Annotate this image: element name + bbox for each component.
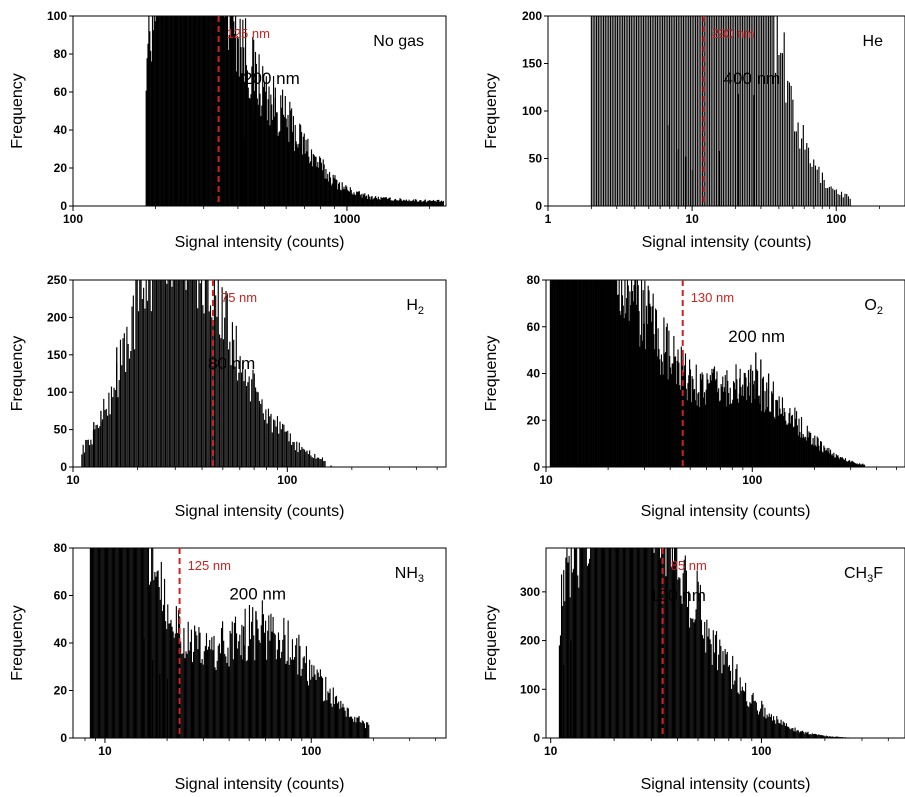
threshold-label: 130 nm bbox=[691, 290, 734, 305]
threshold-label: 85 nm bbox=[671, 558, 707, 573]
panel-h2: 0 50 100 150 200 250 10 100 75 nm 80 nm H2 Signal i… bbox=[9, 273, 447, 520]
y-axis-title: Frequency bbox=[483, 336, 500, 412]
plot-frame bbox=[72, 279, 447, 468]
y-tick-label: 100 bbox=[47, 9, 67, 23]
histogram-bars bbox=[590, 16, 851, 206]
x-tick-label: 10 bbox=[685, 212, 699, 226]
histogram-bars bbox=[89, 548, 370, 738]
panel-ch3f: 0 100 200 300 10 100 85 nm 100 nm CH3F Signal int… bbox=[483, 547, 905, 793]
x-axis-title: Signal intensity (counts) bbox=[175, 776, 345, 793]
x-tick-label: 100 bbox=[742, 473, 762, 487]
y-tick-label: 200 bbox=[522, 9, 542, 23]
y-axis-title: Frequency bbox=[9, 336, 26, 412]
y-tick-label: 100 bbox=[47, 385, 67, 399]
threshold-label: 290 nm bbox=[712, 26, 755, 41]
gas-label: NH3 bbox=[395, 565, 424, 585]
peak-annotation: 100 nm bbox=[649, 586, 706, 605]
panel-o2: 0 20 40 60 80 10 100 130 nm 200 nm O2 Signal inten… bbox=[483, 273, 905, 520]
histogram-bars bbox=[549, 280, 866, 467]
x-axis-title: Signal intensity (counts) bbox=[641, 776, 811, 793]
x-axis-title: Signal intensity (counts) bbox=[175, 234, 345, 251]
x-axis-title: Signal intensity (counts) bbox=[641, 503, 811, 520]
x-tick-label: 100 bbox=[277, 473, 297, 487]
x-tick-label: 10 bbox=[98, 744, 112, 758]
panel-nh3: 0 20 40 60 80 10 100 125 nm 200 nm NH3 Signal inte… bbox=[9, 541, 447, 793]
y-tick-label: 80 bbox=[54, 541, 68, 555]
y-tick-label: 100 bbox=[520, 682, 540, 696]
y-tick-label: 80 bbox=[54, 47, 68, 61]
x-axis-title: Signal intensity (counts) bbox=[642, 234, 812, 251]
y-tick-label: 40 bbox=[54, 123, 68, 137]
gas-label: O2 bbox=[864, 297, 883, 317]
y-tick-label: 0 bbox=[533, 460, 540, 474]
y-tick-label: 150 bbox=[522, 57, 542, 71]
panel-no-gas: 0 20 40 60 80 100 100 1000 125 nm 200 nm No gas Sig… bbox=[9, 9, 447, 251]
plot-frame bbox=[545, 547, 905, 739]
threshold-label: 75 nm bbox=[221, 290, 257, 305]
y-tick-label: 40 bbox=[527, 367, 541, 381]
peak-annotation: 200 nm bbox=[728, 327, 785, 346]
y-tick-label: 20 bbox=[54, 161, 68, 175]
y-axis-title: Frequency bbox=[9, 73, 26, 149]
y-tick-label: 150 bbox=[47, 348, 67, 362]
gas-label: He bbox=[863, 33, 884, 50]
y-tick-label: 60 bbox=[527, 320, 541, 334]
threshold-label: 125 nm bbox=[227, 26, 270, 41]
x-axis-title: Signal intensity (counts) bbox=[175, 503, 345, 520]
gas-label: H2 bbox=[406, 297, 424, 317]
y-tick-label: 250 bbox=[47, 273, 67, 287]
x-tick-label: 1 bbox=[545, 212, 552, 226]
gas-label: No gas bbox=[373, 33, 424, 50]
threshold-label: 125 nm bbox=[188, 558, 231, 573]
y-tick-label: 300 bbox=[520, 585, 540, 599]
peak-annotation: 80 nm bbox=[208, 354, 255, 373]
peak-annotation: 400 nm bbox=[724, 69, 781, 88]
x-tick-label: 1000 bbox=[334, 212, 361, 226]
y-tick-label: 60 bbox=[54, 589, 68, 603]
peak-annotation: 200 nm bbox=[229, 584, 286, 603]
x-tick-label: 100 bbox=[301, 744, 321, 758]
x-tick-label: 100 bbox=[826, 212, 846, 226]
histogram-bars bbox=[81, 280, 332, 467]
x-tick-label: 10 bbox=[539, 473, 553, 487]
x-tick-label: 10 bbox=[544, 744, 558, 758]
y-tick-label: 0 bbox=[533, 731, 540, 745]
histogram-bars bbox=[558, 548, 850, 738]
y-axis-title: Frequency bbox=[9, 605, 26, 681]
y-axis-title: Frequency bbox=[483, 73, 500, 149]
y-tick-label: 0 bbox=[60, 731, 67, 745]
x-tick-label: 100 bbox=[751, 744, 771, 758]
y-tick-label: 0 bbox=[60, 199, 67, 213]
y-tick-label: 40 bbox=[54, 636, 68, 650]
histogram-bars bbox=[145, 16, 444, 206]
y-tick-label: 20 bbox=[527, 413, 541, 427]
y-tick-label: 0 bbox=[535, 199, 542, 213]
peak-annotation: 200 nm bbox=[243, 69, 300, 88]
y-tick-label: 200 bbox=[47, 310, 67, 324]
panel-he: 0 50 100 150 200 1 10 100 290 nm 400 nm He Signal i… bbox=[483, 9, 905, 251]
y-tick-label: 20 bbox=[54, 684, 68, 698]
y-axis-title: Frequency bbox=[483, 605, 500, 681]
y-tick-label: 0 bbox=[60, 460, 67, 474]
y-tick-label: 100 bbox=[522, 104, 542, 118]
y-tick-label: 50 bbox=[529, 152, 543, 166]
y-tick-label: 80 bbox=[527, 273, 541, 287]
y-tick-label: 50 bbox=[54, 423, 68, 437]
y-tick-label: 200 bbox=[520, 634, 540, 648]
gas-label: CH3F bbox=[844, 565, 883, 585]
plot-frame bbox=[72, 15, 447, 207]
x-tick-label: 10 bbox=[66, 473, 80, 487]
x-tick-label: 100 bbox=[63, 212, 83, 226]
y-tick-label: 60 bbox=[54, 85, 68, 99]
